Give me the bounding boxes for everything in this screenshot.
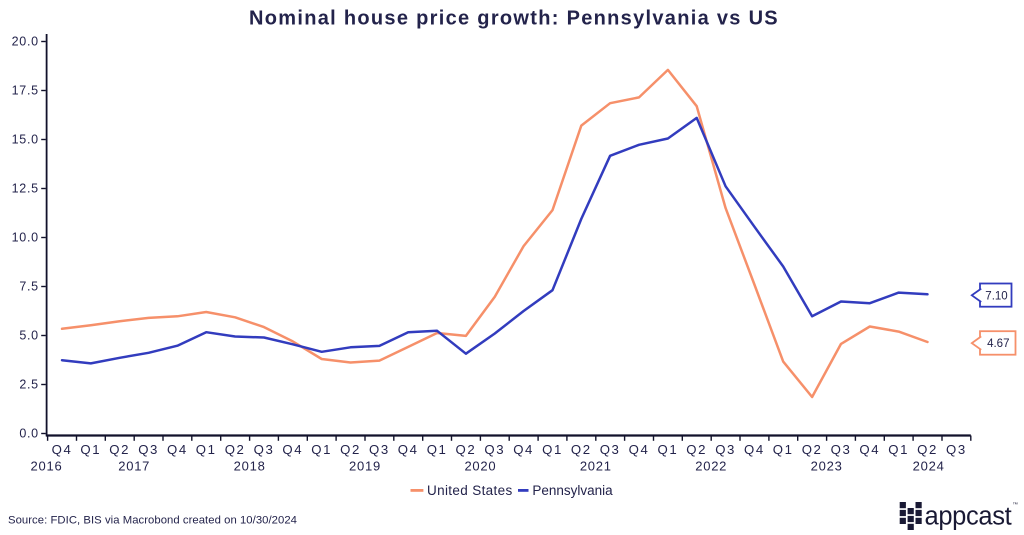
svg-text:2024: 2024 [913, 459, 945, 474]
svg-text:15.0: 15.0 [12, 133, 39, 147]
svg-text:2.5: 2.5 [19, 378, 38, 392]
svg-text:Pennsylvania: Pennsylvania [532, 483, 613, 498]
svg-text:United States: United States [427, 483, 513, 498]
svg-text:Q1: Q1 [311, 442, 332, 457]
svg-text:2021: 2021 [580, 459, 612, 474]
svg-text:Q4: Q4 [859, 442, 880, 457]
svg-text:Q4: Q4 [282, 442, 303, 457]
svg-text:4.67: 4.67 [987, 338, 1009, 350]
svg-text:Q3: Q3 [484, 442, 505, 457]
svg-text:20.0: 20.0 [12, 35, 39, 49]
svg-text:Q2: Q2 [456, 442, 477, 457]
svg-text:Q1: Q1 [773, 442, 794, 457]
svg-text:Q2: Q2 [225, 442, 246, 457]
svg-text:2020: 2020 [464, 459, 496, 474]
svg-text:Q2: Q2 [686, 442, 707, 457]
svg-text:Q1: Q1 [888, 442, 909, 457]
svg-text:Source: FDIC, BIS via Macrobon: Source: FDIC, BIS via Macrobond created … [8, 514, 297, 526]
svg-text:10.0: 10.0 [12, 231, 39, 245]
svg-text:Q4: Q4 [398, 442, 419, 457]
svg-text:appcast: appcast [925, 503, 1012, 531]
svg-text:2018: 2018 [234, 459, 266, 474]
svg-text:Q1: Q1 [196, 442, 217, 457]
svg-text:Q2: Q2 [917, 442, 938, 457]
svg-text:Q1: Q1 [80, 442, 101, 457]
svg-text:5.0: 5.0 [19, 329, 38, 343]
svg-text:Q3: Q3 [946, 442, 967, 457]
svg-text:12.5: 12.5 [12, 182, 39, 196]
svg-text:™: ™ [1013, 502, 1019, 508]
svg-text:2022: 2022 [695, 459, 727, 474]
svg-text:2016: 2016 [31, 459, 63, 474]
svg-text:Q3: Q3 [831, 442, 852, 457]
svg-text:7.5: 7.5 [19, 280, 38, 294]
svg-text:Nominal house price growth: Pe: Nominal house price growth: Pennsylvania… [249, 7, 779, 29]
svg-text:0.0: 0.0 [19, 427, 38, 441]
svg-text:2023: 2023 [811, 459, 843, 474]
svg-text:17.5: 17.5 [12, 84, 39, 98]
svg-text:2017: 2017 [118, 459, 150, 474]
svg-text:Q4: Q4 [629, 442, 650, 457]
svg-text:Q4: Q4 [167, 442, 188, 457]
svg-text:Q3: Q3 [138, 442, 159, 457]
svg-text:Q3: Q3 [254, 442, 275, 457]
svg-text:Q3: Q3 [600, 442, 621, 457]
svg-text:Q2: Q2 [109, 442, 130, 457]
svg-text:Q1: Q1 [658, 442, 679, 457]
svg-text:Q4: Q4 [744, 442, 765, 457]
svg-text:Q2: Q2 [802, 442, 823, 457]
svg-text:Q1: Q1 [427, 442, 448, 457]
svg-text:Q1: Q1 [542, 442, 563, 457]
svg-text:7.10: 7.10 [985, 290, 1007, 302]
svg-text:Q2: Q2 [340, 442, 361, 457]
svg-text:Q2: Q2 [571, 442, 592, 457]
svg-text:2019: 2019 [349, 459, 381, 474]
svg-text:Q4: Q4 [513, 442, 534, 457]
svg-text:Q3: Q3 [715, 442, 736, 457]
svg-text:Q3: Q3 [369, 442, 390, 457]
svg-text:Q4: Q4 [52, 442, 73, 457]
